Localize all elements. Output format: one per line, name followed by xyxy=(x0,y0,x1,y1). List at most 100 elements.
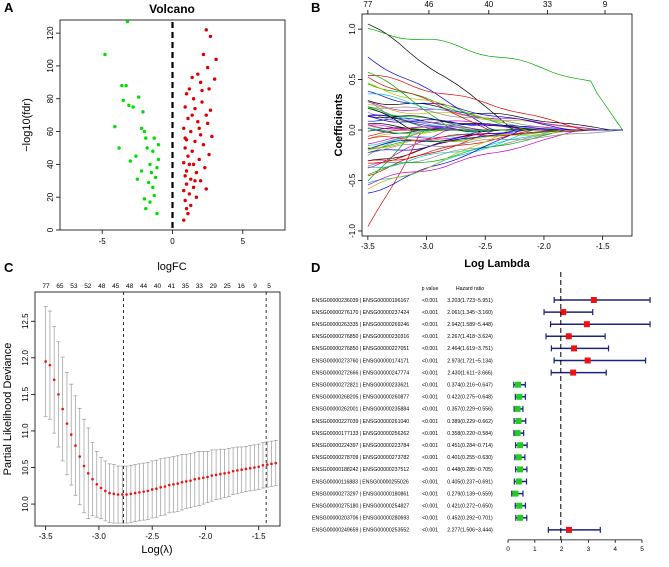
cv-deviance-plot: 77 65 53 52 48 45 48 44 40 41 35 33 29 25 16 9 5 -3.5 -3.… xyxy=(2,283,281,556)
forest-gene-label: ENSG00000272666 | ENSG00000247774 xyxy=(312,370,409,376)
volcano-point-down xyxy=(156,142,161,147)
volcano-y-tick-label: 0 xyxy=(46,227,55,232)
volcano-point-down xyxy=(117,146,121,150)
panel-letter-d: D xyxy=(311,260,320,275)
forest-hr-marker xyxy=(583,321,590,328)
panel-letter-c: C xyxy=(4,260,14,275)
forest-header-hazard: Hazard ratio xyxy=(456,286,484,292)
forest-gene-label: ENSG00000273297 | ENSG00000180861 xyxy=(312,491,409,497)
cv-mean-point xyxy=(270,462,273,466)
lasso-y-label: Coefficients xyxy=(333,94,345,157)
cv-mean-point xyxy=(240,468,243,471)
forest-hazard-text: 2.973(1.721~5.134) xyxy=(447,358,493,364)
cv-mean-point xyxy=(214,473,218,477)
cv-top-tick-label: 35 xyxy=(182,283,190,290)
forest-gene-label: ENSG00000262001 | ENSG00000235884 xyxy=(312,407,409,413)
volcano-point-down xyxy=(121,98,125,103)
forest-pvalue: <0.001 xyxy=(422,395,438,401)
lasso-x-tick-label: -1.5 xyxy=(596,242,610,251)
forest-gene-label: ENSG00000236039 | ENSG00000196167 xyxy=(312,298,409,304)
forest-hazard-text: 3.203(1.723~5.951) xyxy=(447,298,493,304)
volcano-point-down xyxy=(141,110,145,114)
lasso-path xyxy=(367,23,623,131)
volcano-point-down xyxy=(113,124,117,129)
volcano-point-up xyxy=(207,152,211,157)
volcano-point-up xyxy=(184,206,189,211)
cv-mean-point xyxy=(223,472,226,475)
cv-y-tick-label: 10.5 xyxy=(21,459,30,475)
volcano-point-up xyxy=(183,198,187,203)
forest-pvalue: <0.001 xyxy=(422,504,438,510)
cv-mean-point xyxy=(78,455,82,458)
forest-pvalue: <0.001 xyxy=(422,407,438,413)
lasso-y-tick-label: 0.0 xyxy=(348,124,357,136)
lasso-top-tick-label: 77 xyxy=(363,0,372,9)
volcano-point-up xyxy=(190,75,194,80)
lasso-y-tick-label: 0.5 xyxy=(348,73,357,85)
forest-hr-marker xyxy=(515,478,522,485)
cv-mean-point xyxy=(121,493,124,496)
forest-hr-marker xyxy=(514,405,521,412)
volcano-point-down xyxy=(151,185,155,190)
cv-mean-point xyxy=(155,487,158,491)
volcano-point-up xyxy=(214,57,218,62)
volcano-y-tick-label: 20 xyxy=(46,192,55,201)
forest-plot: p value Hazard ratio ENSG00000236039 | E… xyxy=(312,272,651,553)
volcano-point-up xyxy=(184,182,189,186)
lasso-plot-frame xyxy=(361,13,633,237)
forest-x-tick-label: 0 xyxy=(506,546,510,553)
cv-y-tick-label: 12.0 xyxy=(21,349,30,365)
forest-header-pvalue: p value xyxy=(422,286,439,292)
forest-hr-marker xyxy=(516,393,523,400)
cv-top-tick-label: 65 xyxy=(56,283,64,290)
forest-hazard-text: 0.389(0.229~0.662) xyxy=(447,419,493,425)
volcano-point-up xyxy=(184,92,189,96)
cv-mean-point xyxy=(274,461,278,465)
volcano-point-up xyxy=(194,170,199,175)
forest-hazard-text: 2.277(1.506~3.444) xyxy=(447,528,493,534)
cv-y-tick-label: 11.0 xyxy=(21,423,30,439)
volcano-point-up xyxy=(208,108,213,112)
lasso-x-tick-label: -2.0 xyxy=(537,242,551,251)
forest-gene-label: ENSG00000116883 | ENSG00000255026 xyxy=(312,479,409,485)
forest-gene-label: ENSG00000177133 | ENSG00000256262 xyxy=(312,431,409,437)
lasso-path xyxy=(367,28,623,131)
cv-top-tick-label: 52 xyxy=(84,283,92,290)
volcano-point-down xyxy=(139,169,144,173)
forest-hazard-text: 0.357(0.229~0.556) xyxy=(447,407,493,413)
forest-pvalue: <0.001 xyxy=(422,431,438,437)
forest-hazard-text: 0.452(0.292~0.701) xyxy=(447,516,493,522)
forest-hazard-text: 0.401(0.255~0.630) xyxy=(447,455,493,461)
volcano-y-tick-label: 100 xyxy=(46,59,55,73)
cv-mean-point xyxy=(133,491,137,495)
volcano-point-up xyxy=(189,203,193,208)
cv-top-tick-label: 33 xyxy=(196,283,204,290)
cv-mean-point xyxy=(69,433,73,436)
forest-hr-marker xyxy=(570,369,577,376)
volcano-y-tick-label: 120 xyxy=(46,26,55,40)
volcano-y-tick-label: 80 xyxy=(46,94,55,103)
forest-hr-marker xyxy=(565,333,572,340)
volcano-point-down xyxy=(151,149,155,153)
volcano-point-down xyxy=(135,177,140,181)
volcano-x-ticks: -5 0 5 xyxy=(99,230,246,246)
forest-pvalue: <0.001 xyxy=(422,322,438,328)
cv-top-tick-label: 9 xyxy=(253,283,257,290)
volcano-point-up xyxy=(205,65,210,70)
volcano-point-down xyxy=(155,165,159,170)
cv-mean-point xyxy=(261,464,265,467)
forest-x-ticks: 0 1 2 3 4 5 xyxy=(506,539,644,553)
cv-mean-point xyxy=(95,483,99,486)
lasso-x-tick-label: -3.5 xyxy=(361,242,375,251)
cv-mean-point xyxy=(244,467,248,471)
cv-x-tick-label: -2.0 xyxy=(199,532,213,541)
volcano-point-up xyxy=(212,77,217,81)
volcano-points xyxy=(103,19,218,222)
cv-mean-point xyxy=(99,486,103,490)
cv-mean-point xyxy=(163,485,167,488)
cv-mean-point xyxy=(48,363,52,367)
cv-mean-point xyxy=(159,485,162,489)
cv-mean-point xyxy=(150,488,154,491)
forest-gene-label: ENSG00000188242 | ENSG00000237512 xyxy=(312,467,409,473)
volcano-point-up xyxy=(198,80,203,85)
